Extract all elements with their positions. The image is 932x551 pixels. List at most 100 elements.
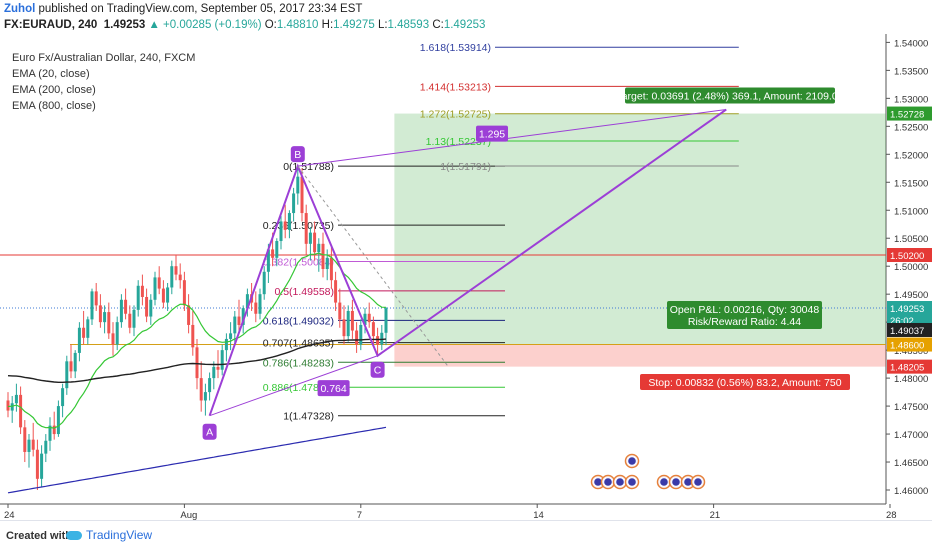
- time-tick-label: Aug: [180, 510, 197, 520]
- candle-body: [233, 316, 237, 334]
- price-tag: 1.48205: [890, 363, 924, 374]
- open-value: 1.48810: [276, 19, 319, 31]
- candle-body: [82, 327, 86, 338]
- candle-body: [325, 257, 329, 269]
- candle-body: [279, 221, 283, 242]
- time-tick-label: 28: [886, 510, 897, 520]
- price-tag: 1.49253: [890, 304, 924, 315]
- candle-body: [44, 440, 48, 454]
- candle-body: [56, 406, 60, 435]
- event-flag-icon: [694, 478, 702, 486]
- pattern-point-b-bg: [290, 146, 305, 163]
- pattern-point-a-bg: [202, 423, 217, 440]
- candle-body: [287, 213, 291, 230]
- event-flag-icon: [660, 478, 668, 486]
- candle-body: [182, 280, 186, 306]
- ema20-line: [7, 252, 387, 429]
- candle-body: [23, 427, 27, 452]
- candle-body: [65, 361, 69, 389]
- price-tick-label: 1.50000: [894, 262, 928, 273]
- price-tick-label: 1.53000: [894, 94, 928, 105]
- pnl-label-text: Risk/Reward Ratio: 4.44: [688, 316, 801, 328]
- event-flag-icon: [684, 478, 692, 486]
- price-chart[interactable]: 1.46000 1.46500 1.47000 1.47500 1.48000 1.485…: [0, 34, 932, 520]
- open-label: O:: [264, 19, 277, 31]
- candle-body: [40, 453, 44, 479]
- legend-ema20[interactable]: EMA (20, close): [12, 68, 90, 80]
- price-tick-label: 1.47500: [894, 402, 928, 413]
- candle-body: [86, 319, 90, 338]
- candle-body: [203, 392, 207, 401]
- candle-body: [346, 310, 350, 337]
- author-name[interactable]: Zuhol: [4, 3, 36, 15]
- last-price: 1.49253: [103, 19, 146, 31]
- price-tick-label: 1.51000: [894, 206, 928, 217]
- price-tick-label: 1.48000: [894, 374, 928, 385]
- price-tick-label: 1.50500: [894, 234, 928, 245]
- candle-body: [69, 361, 73, 372]
- candle-body: [283, 221, 287, 230]
- candle-body: [342, 319, 346, 337]
- price-tag-bg: [887, 106, 932, 121]
- pattern-point-c-bg: [370, 361, 385, 378]
- candle-body: [115, 322, 119, 345]
- candle-body: [258, 294, 262, 314]
- high-value: 1.49275: [333, 19, 375, 31]
- price-tick-label: 1.51500: [894, 178, 928, 189]
- footer: Created with TradingView: [0, 520, 932, 551]
- ac-trend-line: [209, 355, 378, 417]
- candle-body: [199, 378, 203, 401]
- candle-body: [321, 243, 325, 269]
- legend-title: Euro Fx/Australian Dollar, 240, FXCM: [12, 52, 196, 64]
- chart-legend: Euro Fx/Australian Dollar, 240, FXCM EMA…: [12, 50, 195, 114]
- candle-body: [338, 302, 342, 320]
- candle-body: [355, 330, 359, 345]
- candle-body: [149, 299, 153, 317]
- ratio-ac: 0.764: [320, 383, 346, 395]
- price-tick-label: 1.53500: [894, 66, 928, 77]
- target-label-bg: [625, 87, 835, 104]
- symbol-label: FX:EURAUD, 240: [4, 19, 98, 31]
- tradingview-logo[interactable]: TradingView: [66, 528, 152, 542]
- candle-body: [329, 257, 333, 281]
- legend-ema200[interactable]: EMA (200, close): [12, 84, 96, 96]
- candle-body: [73, 352, 77, 372]
- candle-body: [220, 350, 224, 370]
- target-label-text: Target: 0.03691 (2.48%) 369.1, Amount: 2…: [616, 91, 843, 103]
- low-value: 1.48593: [387, 19, 430, 31]
- candle-body: [145, 296, 149, 317]
- price-tick-label: 1.48500: [894, 346, 928, 357]
- stop-label-text: Stop: 0.00832 (0.56%) 83.2, Amount: 750: [648, 377, 841, 389]
- candle-body: [300, 176, 304, 214]
- fib-ext-label: 1(1.51791): [440, 161, 491, 173]
- candle-body: [140, 285, 144, 297]
- candle-body: [61, 388, 65, 407]
- candle-body: [296, 176, 300, 194]
- fib-ext-label: 1.414(1.53213): [420, 81, 491, 93]
- candle-body: [170, 266, 174, 288]
- candle-body: [195, 347, 199, 379]
- ema800-line: [7, 426, 387, 494]
- candle-body: [166, 287, 170, 303]
- candle-body: [216, 366, 220, 370]
- ratio-bd: 1.295: [479, 129, 505, 141]
- price-tag: 26:02: [890, 316, 914, 327]
- candle-body: [111, 333, 115, 345]
- candle-body: [237, 316, 241, 325]
- candle-body: [271, 249, 275, 258]
- candle-body: [363, 313, 367, 325]
- candle-body: [384, 308, 388, 333]
- legend-ema800[interactable]: EMA (800, close): [12, 100, 96, 112]
- price-tick-label: 1.54000: [894, 38, 928, 49]
- price-tick-label: 1.52500: [894, 122, 928, 133]
- cloud-icon: [66, 531, 82, 541]
- high-label: H:: [321, 19, 334, 31]
- fib-ext-label: 1.272(1.52725): [420, 109, 491, 121]
- candle-body: [380, 332, 384, 345]
- candle-body: [119, 299, 123, 323]
- candle-body: [224, 338, 228, 351]
- event-flag-icon: [604, 478, 612, 486]
- fib-ext-label: 1.13(1.52237): [426, 136, 491, 148]
- candle-body: [245, 294, 249, 309]
- pnl-label-bg: [667, 300, 822, 329]
